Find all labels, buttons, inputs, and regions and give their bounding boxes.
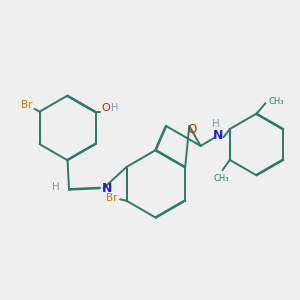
Text: O: O — [188, 122, 197, 136]
Text: CH₃: CH₃ — [213, 174, 229, 183]
Text: CH₃: CH₃ — [268, 97, 284, 106]
Text: Br: Br — [20, 100, 32, 110]
Text: H: H — [111, 103, 118, 113]
Text: N: N — [213, 129, 224, 142]
Text: H: H — [212, 119, 219, 129]
Text: H: H — [52, 182, 60, 192]
Text: N: N — [102, 182, 112, 195]
Text: Br: Br — [106, 193, 118, 203]
Text: O: O — [101, 103, 110, 113]
